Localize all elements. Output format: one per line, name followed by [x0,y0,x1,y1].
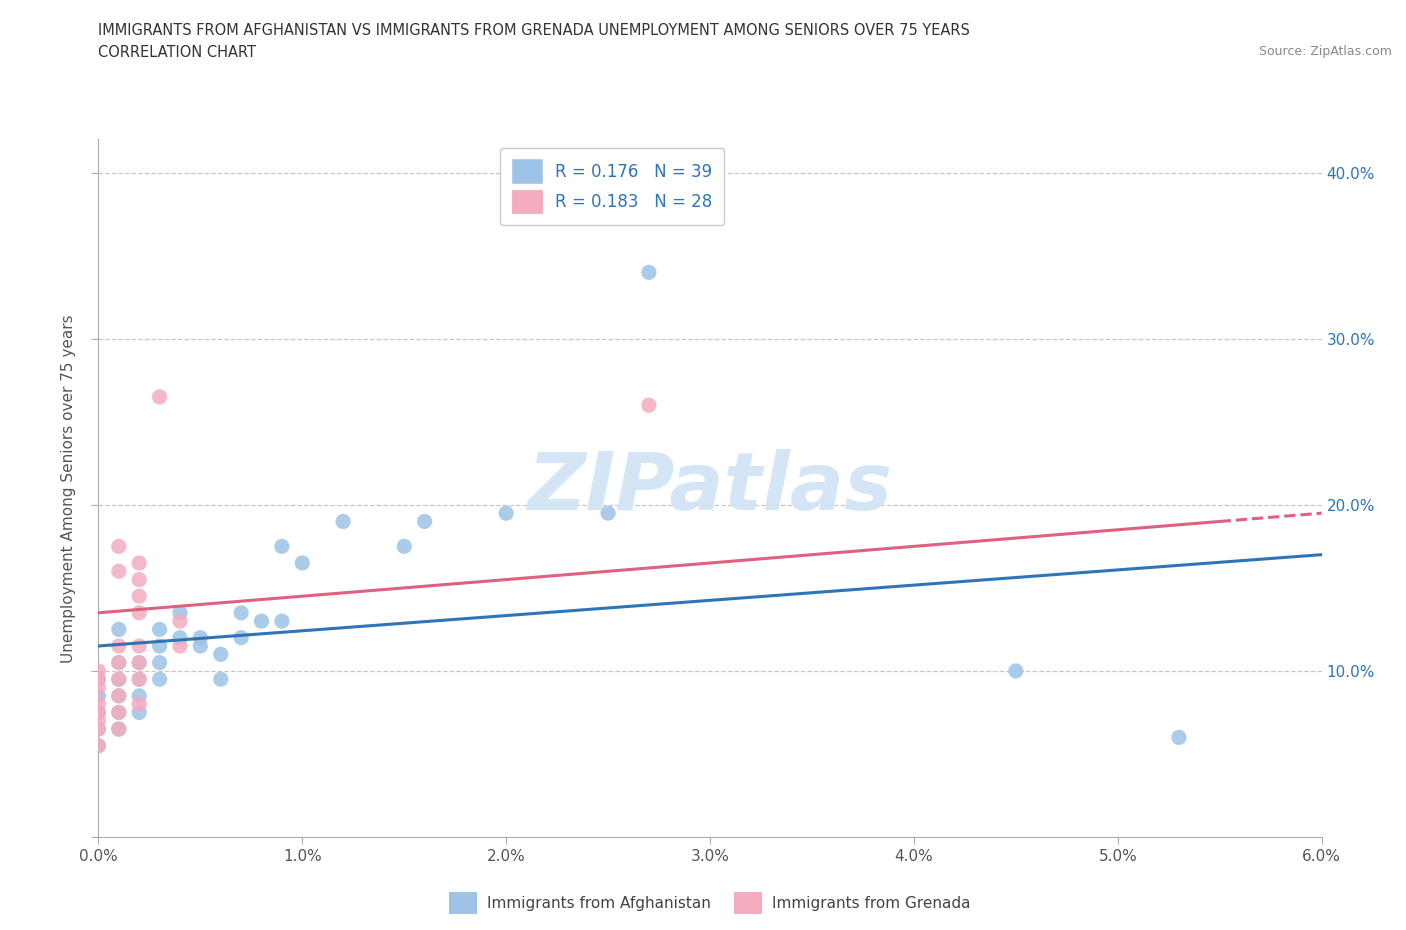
Point [128,555,150,570]
Point [149,639,172,654]
Point [128,639,150,654]
Point [128,572,150,587]
Text: CORRELATION CHART: CORRELATION CHART [98,45,256,60]
Point [108,688,131,703]
Point [87,663,110,678]
Point [87,738,110,753]
Point [188,631,212,645]
Text: ZIPatlas: ZIPatlas [527,449,893,527]
Point [87,671,110,686]
Point [231,631,253,645]
Point [87,738,110,753]
Point [87,697,110,711]
Text: Source: ZipAtlas.com: Source: ZipAtlas.com [1258,45,1392,58]
Point [637,265,661,280]
Point [128,656,150,671]
Point [149,622,172,637]
Text: IMMIGRANTS FROM AFGHANISTAN VS IMMIGRANTS FROM GRENADA UNEMPLOYMENT AMONG SENIOR: IMMIGRANTS FROM AFGHANISTAN VS IMMIGRANT… [98,23,970,38]
Point [108,656,131,671]
Point [87,688,110,703]
Point [149,656,172,671]
Point [250,614,273,629]
Point [128,688,150,703]
Point [332,514,354,529]
Point [108,688,131,703]
Point [495,506,517,521]
Point [128,605,150,620]
Point [128,705,150,720]
Point [108,622,131,637]
Point [169,614,191,629]
Point [392,539,416,554]
Point [108,539,131,554]
Point [87,705,110,720]
Point [108,656,131,671]
Point [169,631,191,645]
Point [637,398,661,413]
Point [87,705,110,720]
Point [1167,730,1189,745]
Point [169,639,191,654]
Point [128,671,150,686]
Point [270,614,292,629]
Point [1004,663,1026,678]
Point [87,722,110,737]
Point [598,506,620,521]
Point [188,639,212,654]
Point [149,390,172,405]
Point [87,713,110,728]
Point [209,647,232,662]
Point [108,722,131,737]
Point [87,671,110,686]
Point [108,705,131,720]
Point [87,680,110,695]
Point [87,722,110,737]
Point [128,697,150,711]
Point [108,705,131,720]
Point [108,671,131,686]
Point [108,639,131,654]
Y-axis label: Unemployment Among Seniors over 75 years: Unemployment Among Seniors over 75 years [60,314,76,662]
Point [231,605,253,620]
Legend: Immigrants from Afghanistan, Immigrants from Grenada: Immigrants from Afghanistan, Immigrants … [443,886,977,920]
Point [128,656,150,671]
Point [128,671,150,686]
Point [169,605,191,620]
Point [413,514,436,529]
Point [128,589,150,604]
Point [270,539,292,554]
Point [108,671,131,686]
Point [209,671,232,686]
Point [149,671,172,686]
Point [108,564,131,578]
Point [291,555,314,570]
Point [108,722,131,737]
